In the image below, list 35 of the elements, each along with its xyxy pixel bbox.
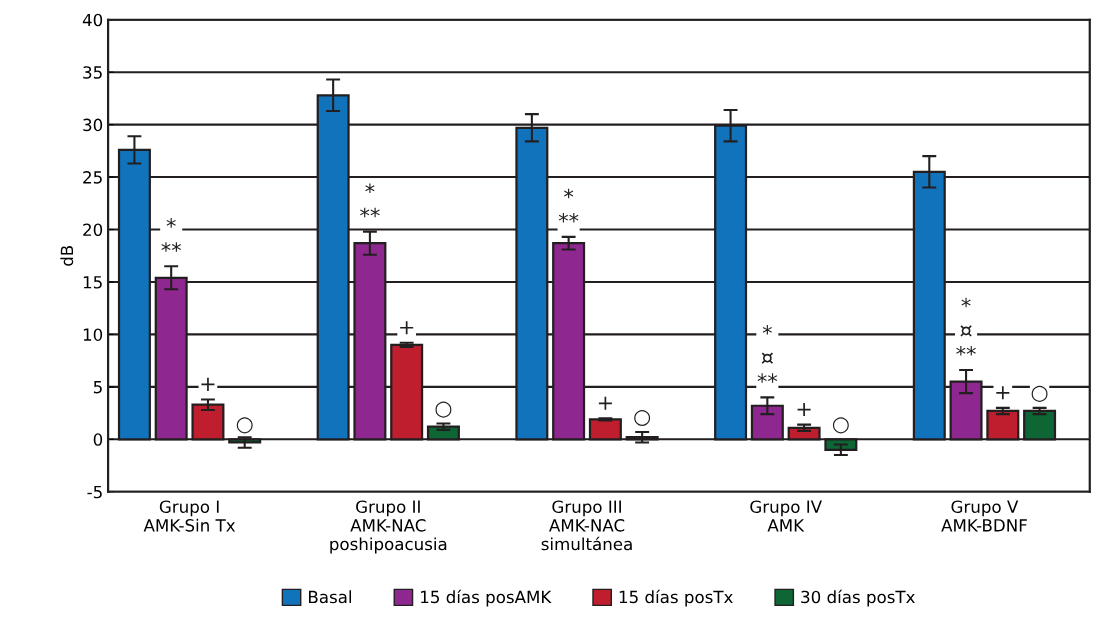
x-tick-label: Grupo II AMK-NAC poshipoacusia bbox=[330, 500, 447, 554]
x-tick-label: Grupo I AMK-Sin Tx bbox=[143, 500, 236, 532]
data-label: ○ bbox=[435, 401, 452, 418]
y-tick-label: 15 bbox=[83, 276, 102, 289]
data-label: * ** bbox=[360, 183, 380, 218]
data-label: ○ bbox=[634, 410, 651, 427]
x-tick-label: Grupo III AMK-NAC simultánea bbox=[541, 500, 632, 551]
y-tick-label: 20 bbox=[83, 223, 103, 237]
data-label: + bbox=[797, 403, 811, 417]
data-label: * ** bbox=[558, 188, 579, 223]
data-label: + bbox=[201, 377, 215, 391]
legend-label: 15 días posTx bbox=[619, 589, 733, 607]
data-label: + bbox=[598, 396, 612, 410]
data-label: ○ bbox=[832, 417, 849, 434]
data-label: * ¤ ** bbox=[757, 325, 778, 383]
y-tick-label: 10 bbox=[83, 328, 103, 341]
legend-label: 30 días posTx bbox=[801, 589, 915, 607]
legend-label: Basal bbox=[309, 590, 351, 604]
data-label: + bbox=[996, 386, 1010, 400]
data-label: + bbox=[400, 321, 414, 335]
y-tick-label: 40 bbox=[82, 13, 103, 27]
data-label: ○ bbox=[1031, 385, 1048, 402]
y-tick-label: 5 bbox=[93, 381, 102, 394]
data-label: * ** bbox=[161, 218, 181, 252]
y-tick-label: 35 bbox=[83, 66, 102, 79]
y-tick-label: 0 bbox=[93, 433, 103, 446]
y-tick-label: 30 bbox=[83, 118, 103, 132]
x-tick-label: Grupo IV AMK bbox=[750, 500, 822, 532]
y-tick-label: -5 bbox=[87, 485, 102, 499]
data-label: ○ bbox=[236, 417, 253, 434]
x-tick-label: Grupo V AMK-BDNF bbox=[941, 500, 1027, 532]
data-label: * ¤ ** bbox=[956, 297, 976, 356]
y-axis-title: dB bbox=[60, 245, 74, 266]
legend-label: 15 días posAMK bbox=[421, 589, 552, 607]
y-tick-label: 25 bbox=[83, 171, 102, 184]
